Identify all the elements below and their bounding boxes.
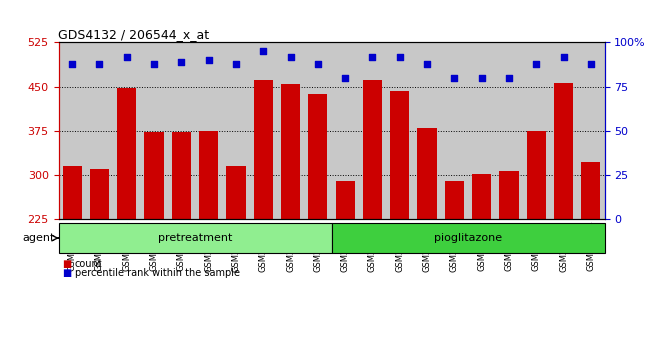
Point: [476, 75, 487, 81]
Point: [94, 61, 105, 67]
Point: [558, 54, 569, 59]
Point: [122, 54, 132, 59]
Bar: [581, 162, 601, 219]
Point: [449, 75, 460, 81]
Text: ■: ■: [62, 259, 71, 269]
Point: [422, 61, 432, 67]
Point: [67, 61, 77, 67]
Bar: [554, 83, 573, 219]
Point: [367, 54, 378, 59]
Bar: [308, 94, 328, 219]
Bar: [62, 166, 82, 219]
Bar: [363, 80, 382, 219]
Bar: [417, 128, 437, 219]
Point: [586, 61, 596, 67]
Bar: [90, 169, 109, 219]
Text: GDS4132 / 206544_x_at: GDS4132 / 206544_x_at: [58, 28, 209, 41]
Bar: [117, 88, 136, 219]
Bar: [445, 181, 464, 219]
Point: [231, 61, 241, 67]
Bar: [390, 91, 410, 219]
Bar: [499, 171, 519, 219]
Text: pioglitazone: pioglitazone: [434, 233, 502, 243]
Bar: [172, 132, 191, 219]
Bar: [226, 166, 246, 219]
Point: [313, 61, 323, 67]
Text: percentile rank within the sample: percentile rank within the sample: [75, 268, 240, 278]
Text: ■: ■: [62, 268, 71, 278]
Point: [395, 54, 405, 59]
Bar: [472, 174, 491, 219]
Bar: [526, 131, 546, 219]
Point: [531, 61, 541, 67]
Bar: [335, 181, 355, 219]
Point: [340, 75, 350, 81]
Bar: [254, 80, 273, 219]
Text: agent: agent: [23, 233, 55, 243]
Bar: [144, 132, 164, 219]
Point: [504, 75, 514, 81]
Text: count: count: [75, 259, 103, 269]
Point: [149, 61, 159, 67]
Point: [285, 54, 296, 59]
Text: pretreatment: pretreatment: [158, 233, 232, 243]
Point: [203, 57, 214, 63]
Bar: [199, 131, 218, 219]
Bar: [281, 84, 300, 219]
Point: [176, 59, 187, 65]
Point: [258, 48, 268, 54]
